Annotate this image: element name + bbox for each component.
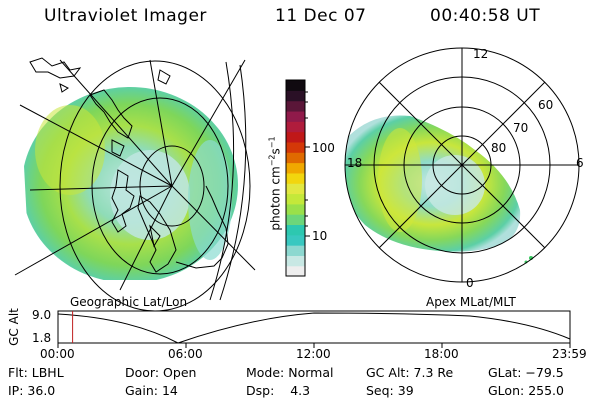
info-glat: GLat: −79.5 xyxy=(488,365,564,380)
colorbar-segment xyxy=(286,141,305,153)
colorbar-segment xyxy=(286,90,305,102)
colorbar-segment xyxy=(286,255,305,267)
colorbar-tick-100: 100 xyxy=(312,141,335,155)
colorbar-unit-label: photon cm−2s−1 xyxy=(267,136,283,231)
colorbar-segment xyxy=(286,100,305,112)
info-ip: IP: 36.0 xyxy=(8,383,56,398)
date-label: 11 Dec 07 xyxy=(275,6,367,26)
colorbar-segment xyxy=(286,131,305,143)
x-tick-0600: 06:00 xyxy=(168,347,203,361)
mlt-label-0: 0 xyxy=(466,276,474,290)
colorbar-tick-10: 10 xyxy=(312,229,328,243)
colorbar-segment xyxy=(286,110,305,122)
apex-mlat-mlt-map xyxy=(344,47,580,283)
x-tick-1800: 18:00 xyxy=(424,347,459,361)
colorbar-segment xyxy=(286,183,305,195)
lat-label-60: 60 xyxy=(538,98,554,112)
colorbar-segment xyxy=(286,224,305,236)
apex-caption: Apex MLat/MLT xyxy=(426,295,516,309)
info-seq: Seq: 39 xyxy=(366,383,414,398)
x-tick-0000: 00:00 xyxy=(40,347,75,361)
colorbar-segment xyxy=(286,245,305,256)
x-tick-1200: 12:00 xyxy=(296,347,331,361)
colorbar-segment xyxy=(286,121,305,133)
altitude-curve xyxy=(57,312,571,344)
geographic-map xyxy=(14,57,256,312)
info-gain: Gain: 14 xyxy=(125,383,178,398)
colorbar-segment xyxy=(286,214,305,226)
colorbar-segment xyxy=(286,80,305,91)
x-tick-2359: 23:59 xyxy=(552,347,587,361)
mlt-label-18: 18 xyxy=(347,156,363,170)
info-gc-alt: GC Alt: 7.3 Re xyxy=(366,365,454,380)
y-tick-9-0: 9.0 xyxy=(32,308,52,322)
info-dsp: Dsp: 4.3 xyxy=(246,383,311,398)
info-door: Door: Open xyxy=(125,365,197,380)
info-glon: GLon: 255.0 xyxy=(488,383,564,398)
colorbar-segment xyxy=(286,172,305,184)
lat-label-70: 70 xyxy=(513,121,529,135)
instrument-title: Ultraviolet Imager xyxy=(44,6,207,26)
info-flt: Flt: LBHL xyxy=(8,365,64,380)
altitude-timeline xyxy=(57,310,571,348)
colorbar-segment xyxy=(286,234,305,246)
colorbar-segment xyxy=(286,162,305,174)
colorbar-segment xyxy=(286,193,305,205)
geographic-caption: Geographic Lat/Lon xyxy=(70,295,188,309)
colorbar xyxy=(285,79,310,277)
time-label: 00:40:58 UT xyxy=(430,6,541,26)
colorbar-segment xyxy=(286,265,305,277)
info-mode: Mode: Normal xyxy=(246,365,334,380)
colorbar-segment xyxy=(286,203,305,215)
lat-label-80: 80 xyxy=(491,141,507,155)
gc-alt-axis-label: GC Alt xyxy=(7,308,21,346)
colorbar-segment xyxy=(286,152,305,164)
y-tick-1-8: 1.8 xyxy=(32,331,52,345)
mlt-label-6: 6 xyxy=(576,156,584,170)
mlt-label-12: 12 xyxy=(473,47,489,61)
